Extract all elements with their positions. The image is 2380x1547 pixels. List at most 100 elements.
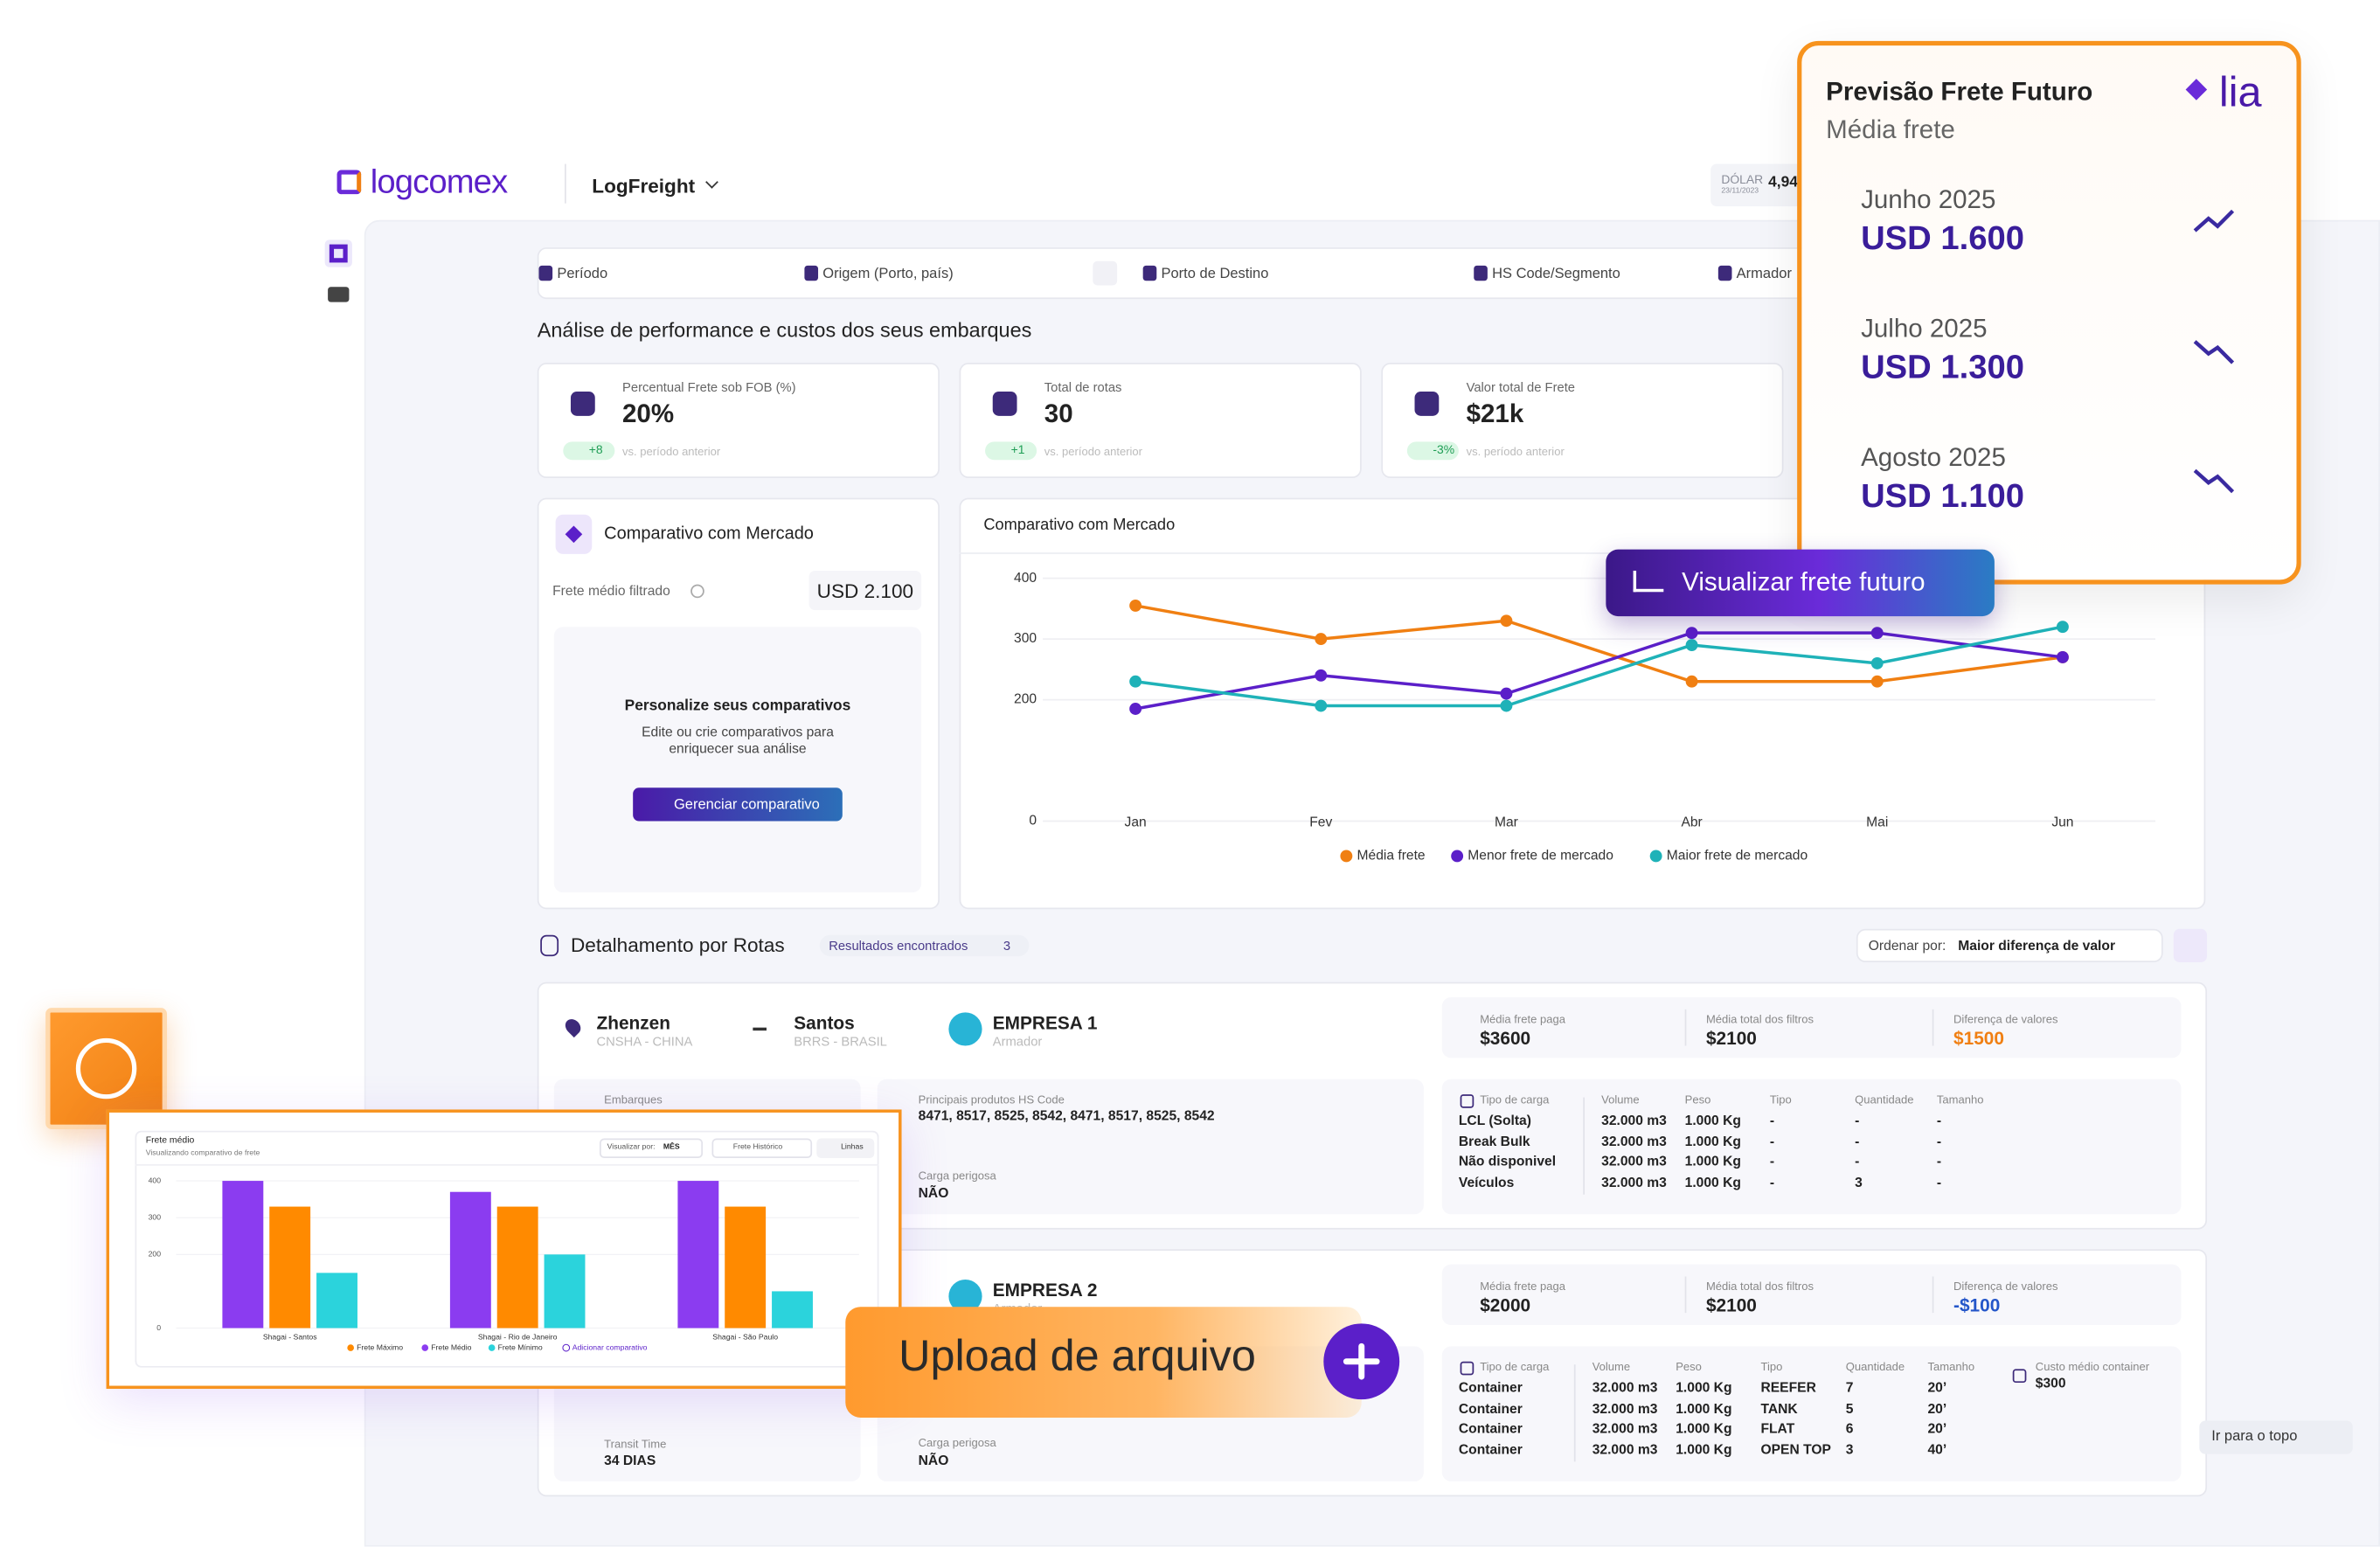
filter[interactable]: Armador xyxy=(1736,265,1792,283)
cargo-cell: 32.000 m3 xyxy=(1592,1420,1658,1436)
cargo-cell: 1.000 Kg xyxy=(1676,1379,1732,1395)
cargo-cell: 32.000 m3 xyxy=(1592,1440,1658,1457)
cargo-cell: - xyxy=(1769,1174,1775,1190)
nav-chat[interactable] xyxy=(328,287,350,302)
results-count: 3 xyxy=(1003,938,1011,954)
filter-arrow xyxy=(1093,260,1118,286)
x-tick-label: Fev xyxy=(1309,815,1332,829)
future-button[interactable] xyxy=(1606,549,1995,617)
filter[interactable]: HS Code/Segmento xyxy=(1492,265,1620,283)
bar-chart-title: Frete médio xyxy=(145,1136,195,1147)
cargo-header: Volume xyxy=(1592,1360,1631,1374)
lines-label: Linhas xyxy=(841,1142,864,1153)
upload-pill[interactable] xyxy=(845,1307,1362,1418)
cargo-cell: - xyxy=(1936,1174,1942,1190)
point xyxy=(1870,656,1884,669)
x-tick-label: Shagai - Rio de Janeiro xyxy=(478,1332,558,1341)
company: EMPRESA 2 xyxy=(992,1279,1098,1301)
dollar-label: DÓLAR xyxy=(1721,172,1764,187)
x-tick-label: Shagai - São Paulo xyxy=(712,1332,778,1341)
cargo-cell: - xyxy=(1936,1133,1942,1148)
cargo-cell: 1.000 Kg xyxy=(1684,1112,1741,1128)
legend-label: Menor frete de mercado xyxy=(1468,849,1613,864)
filter-icon xyxy=(1717,265,1732,281)
y-tick-label: 300 xyxy=(1014,631,1037,646)
filter[interactable]: Período xyxy=(557,265,608,283)
add-icon xyxy=(562,1343,571,1352)
forecast-value: USD 1.300 xyxy=(1861,347,2024,386)
point xyxy=(1500,614,1513,628)
metric-divider xyxy=(1932,1276,1934,1314)
metric-value: $1500 xyxy=(1953,1027,2004,1049)
sort-select[interactable] xyxy=(1856,928,2163,963)
cargo-cell: - xyxy=(1769,1153,1775,1169)
y-tick-label: 0 xyxy=(156,1323,161,1332)
point xyxy=(1129,675,1142,688)
kpi-delta xyxy=(985,441,1037,461)
lia-logo: lia xyxy=(2218,68,2262,115)
cargo-header: Tipo de carga xyxy=(1480,1093,1550,1106)
trend-icon xyxy=(2193,340,2235,364)
future-button-label[interactable]: Visualizar frete futuro xyxy=(1682,567,1926,597)
cargo-cell: 5 xyxy=(1845,1400,1854,1416)
legend-label: Frete Máximo xyxy=(357,1342,403,1351)
filter[interactable]: Porto de Destino xyxy=(1161,265,1269,283)
y-tick-label: 400 xyxy=(149,1176,162,1184)
cargo-cell: 1.000 Kg xyxy=(1684,1153,1741,1169)
trend-icon xyxy=(2193,468,2235,494)
history-tile-icon xyxy=(75,1037,137,1100)
x-tick-label: Mai xyxy=(1866,815,1888,829)
manage-button-label[interactable]: Gerenciar comparativo xyxy=(673,796,820,814)
dollar-value: 4,94 xyxy=(1768,174,1798,191)
shipments-label: Embarques xyxy=(604,1093,663,1106)
back-to-top-label[interactable]: Ir para o topo xyxy=(2211,1428,2298,1446)
cargo-header: Tamanho xyxy=(1927,1360,1975,1374)
nav-dashboard-icon xyxy=(329,244,348,263)
point xyxy=(1870,675,1884,688)
view-select[interactable] xyxy=(599,1138,704,1159)
product-select[interactable]: LogFreight xyxy=(592,174,696,198)
series-line xyxy=(1134,631,2064,711)
forecast-subtitle: Média frete xyxy=(1826,114,1955,144)
routes-title: Detalhamento por Rotas xyxy=(570,933,785,957)
point xyxy=(1315,699,1328,712)
metric-value: $3600 xyxy=(1480,1027,1531,1049)
company-role: Armador xyxy=(992,1033,1043,1049)
cargo-cell: REEFER xyxy=(1760,1379,1816,1395)
forecast-title: Previsão Frete Futuro xyxy=(1826,77,2093,107)
back-to-top[interactable] xyxy=(2199,1420,2353,1454)
trend-icon xyxy=(2193,209,2235,232)
cargo-cell: 20’ xyxy=(1927,1379,1947,1395)
cargo-cell: - xyxy=(1769,1133,1775,1148)
legend-swatch xyxy=(488,1344,496,1351)
kpi-label: Valor total de Frete xyxy=(1466,379,1576,395)
cargo-cell: TANK xyxy=(1760,1400,1798,1416)
forecast-month: Agosto 2025 xyxy=(1861,443,2006,473)
upload-label[interactable]: Upload de arquivo xyxy=(899,1332,1256,1382)
point xyxy=(1870,627,1884,640)
forecast-month: Julho 2025 xyxy=(1861,314,1988,343)
chart-header-line xyxy=(959,552,2206,554)
x-tick-label: Shagai - Santos xyxy=(263,1332,317,1341)
lines-toggle[interactable] xyxy=(816,1138,875,1159)
cargo-cell: - xyxy=(1769,1112,1775,1128)
cargo-header: Tipo de carga xyxy=(1480,1360,1550,1374)
route-origin: Zhenzen xyxy=(596,1012,671,1034)
cargo-cell: Container xyxy=(1458,1379,1523,1395)
history-label: Frete Histórico xyxy=(732,1142,783,1153)
future-icon xyxy=(1633,570,1664,593)
manage-button[interactable] xyxy=(633,787,843,822)
filter[interactable]: Origem (Porto, país) xyxy=(822,265,954,283)
add-comparison: Adicionar comparativo xyxy=(572,1342,648,1351)
history-select[interactable] xyxy=(711,1138,813,1159)
sort-direction[interactable] xyxy=(2173,928,2208,963)
chart-title: Comparativo com Mercado xyxy=(983,516,1176,535)
cargo-cell: FLAT xyxy=(1760,1420,1795,1436)
cargo-divider xyxy=(1583,1097,1586,1195)
info-icon xyxy=(690,584,704,599)
cargo-box xyxy=(1441,1346,2182,1481)
kpi-icon xyxy=(570,392,595,416)
cargo-header: Quantidade xyxy=(1845,1360,1905,1374)
cargo-cell: Container xyxy=(1458,1400,1523,1416)
metric-label: Diferença de valores xyxy=(1953,1279,2058,1294)
